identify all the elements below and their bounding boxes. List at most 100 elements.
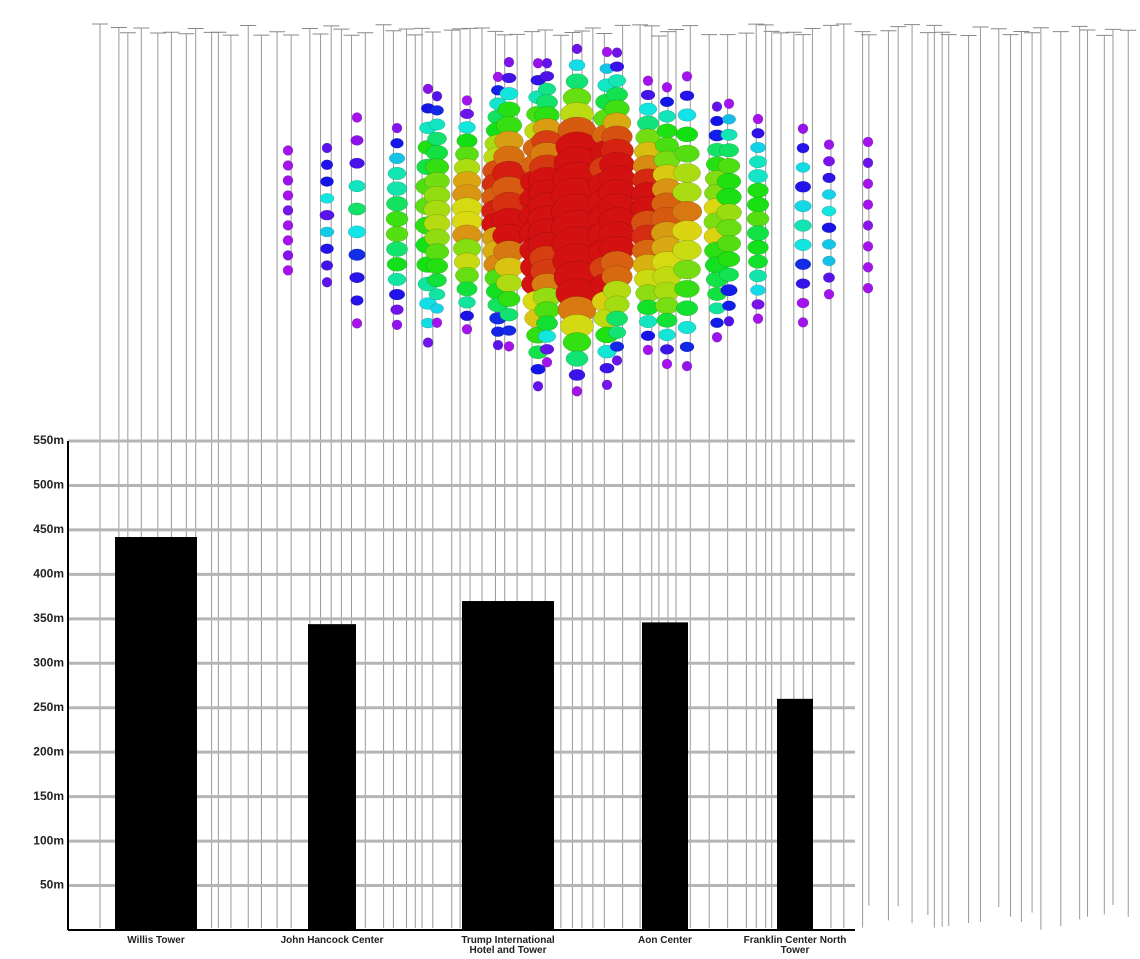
bubble (862, 241, 874, 252)
bubble (710, 317, 724, 329)
bubble (681, 360, 693, 372)
bubble (862, 199, 874, 210)
bubble (320, 260, 334, 271)
bubble (862, 220, 874, 231)
bubble (347, 225, 367, 239)
bubble (537, 329, 557, 343)
bubble (746, 196, 770, 213)
bubble (723, 98, 735, 109)
bubble (571, 386, 583, 397)
bubble (456, 133, 478, 149)
bubble (659, 344, 675, 355)
bubble (823, 156, 835, 167)
bubble (656, 312, 678, 328)
y-tick-label: 400m (33, 567, 64, 581)
bar (777, 698, 813, 930)
bubble (862, 157, 874, 169)
bubble (674, 279, 700, 298)
bubble (320, 243, 334, 254)
bubble (723, 316, 735, 327)
bubble (349, 157, 365, 169)
bubble (749, 155, 767, 169)
bubble (750, 141, 766, 154)
y-tick-label: 550m (33, 433, 64, 447)
bubble (387, 166, 407, 181)
bubble (601, 379, 613, 391)
bubble (751, 299, 765, 310)
bubble (722, 113, 736, 125)
bubble (671, 200, 703, 223)
bubble (319, 209, 335, 221)
bubble (658, 328, 676, 342)
bubble (422, 83, 434, 95)
bubble (537, 82, 557, 96)
bubble (425, 144, 449, 161)
bubble (675, 300, 699, 317)
bubble (282, 145, 294, 156)
bubble (607, 326, 627, 340)
bubble (430, 105, 444, 116)
bubble (661, 358, 673, 370)
bubble (497, 290, 521, 307)
bubble (747, 182, 769, 198)
y-tick-label: 450m (33, 522, 64, 536)
bubble (862, 262, 874, 273)
bubble (794, 258, 812, 271)
bubble (606, 310, 628, 327)
bubble (348, 180, 366, 193)
bubble (599, 362, 615, 374)
bubble (716, 235, 742, 253)
bubble (642, 75, 654, 87)
bubble (388, 152, 406, 165)
bubble (638, 315, 658, 329)
bubble (749, 269, 767, 283)
bubble (422, 337, 434, 348)
decoration (92, 23, 1137, 930)
bubble (748, 169, 768, 184)
y-tick-label: 150m (33, 789, 64, 803)
bubble (601, 46, 613, 58)
bubble (640, 330, 656, 342)
bubble (822, 172, 836, 184)
bubble (752, 113, 764, 125)
bubble (499, 308, 519, 322)
bubble (541, 57, 553, 69)
bubble (458, 121, 476, 134)
bubble (746, 210, 770, 227)
bubble (568, 59, 586, 72)
bubble (497, 101, 521, 118)
bubble (386, 196, 408, 212)
y-tick-label: 500m (33, 478, 64, 492)
bubble (795, 278, 811, 289)
bubble (282, 175, 294, 186)
bubble (604, 295, 630, 314)
bubble (391, 122, 403, 134)
bubble (495, 273, 523, 293)
bar (462, 601, 554, 930)
bubble (320, 159, 334, 171)
y-tick-label: 350m (33, 611, 64, 625)
bubble (492, 71, 504, 83)
bubble (391, 319, 403, 331)
bubble (348, 248, 366, 261)
bubble (658, 110, 676, 123)
bar (642, 622, 688, 930)
bubble (282, 250, 294, 261)
bubble (428, 118, 446, 131)
x-tick-label: Trump International Hotel and Tower (461, 935, 555, 956)
bubble (539, 344, 555, 355)
bubble (571, 43, 583, 55)
bubble (796, 297, 810, 309)
bubble (677, 320, 697, 335)
bubble (427, 273, 447, 288)
bubble (674, 144, 700, 163)
bubble (492, 339, 504, 351)
y-tick-label: 100m (33, 833, 64, 847)
bubble (797, 123, 809, 134)
bubble (716, 219, 742, 237)
bubble (425, 258, 449, 274)
bubble (390, 304, 404, 315)
y-tick-label: 200m (33, 744, 64, 758)
